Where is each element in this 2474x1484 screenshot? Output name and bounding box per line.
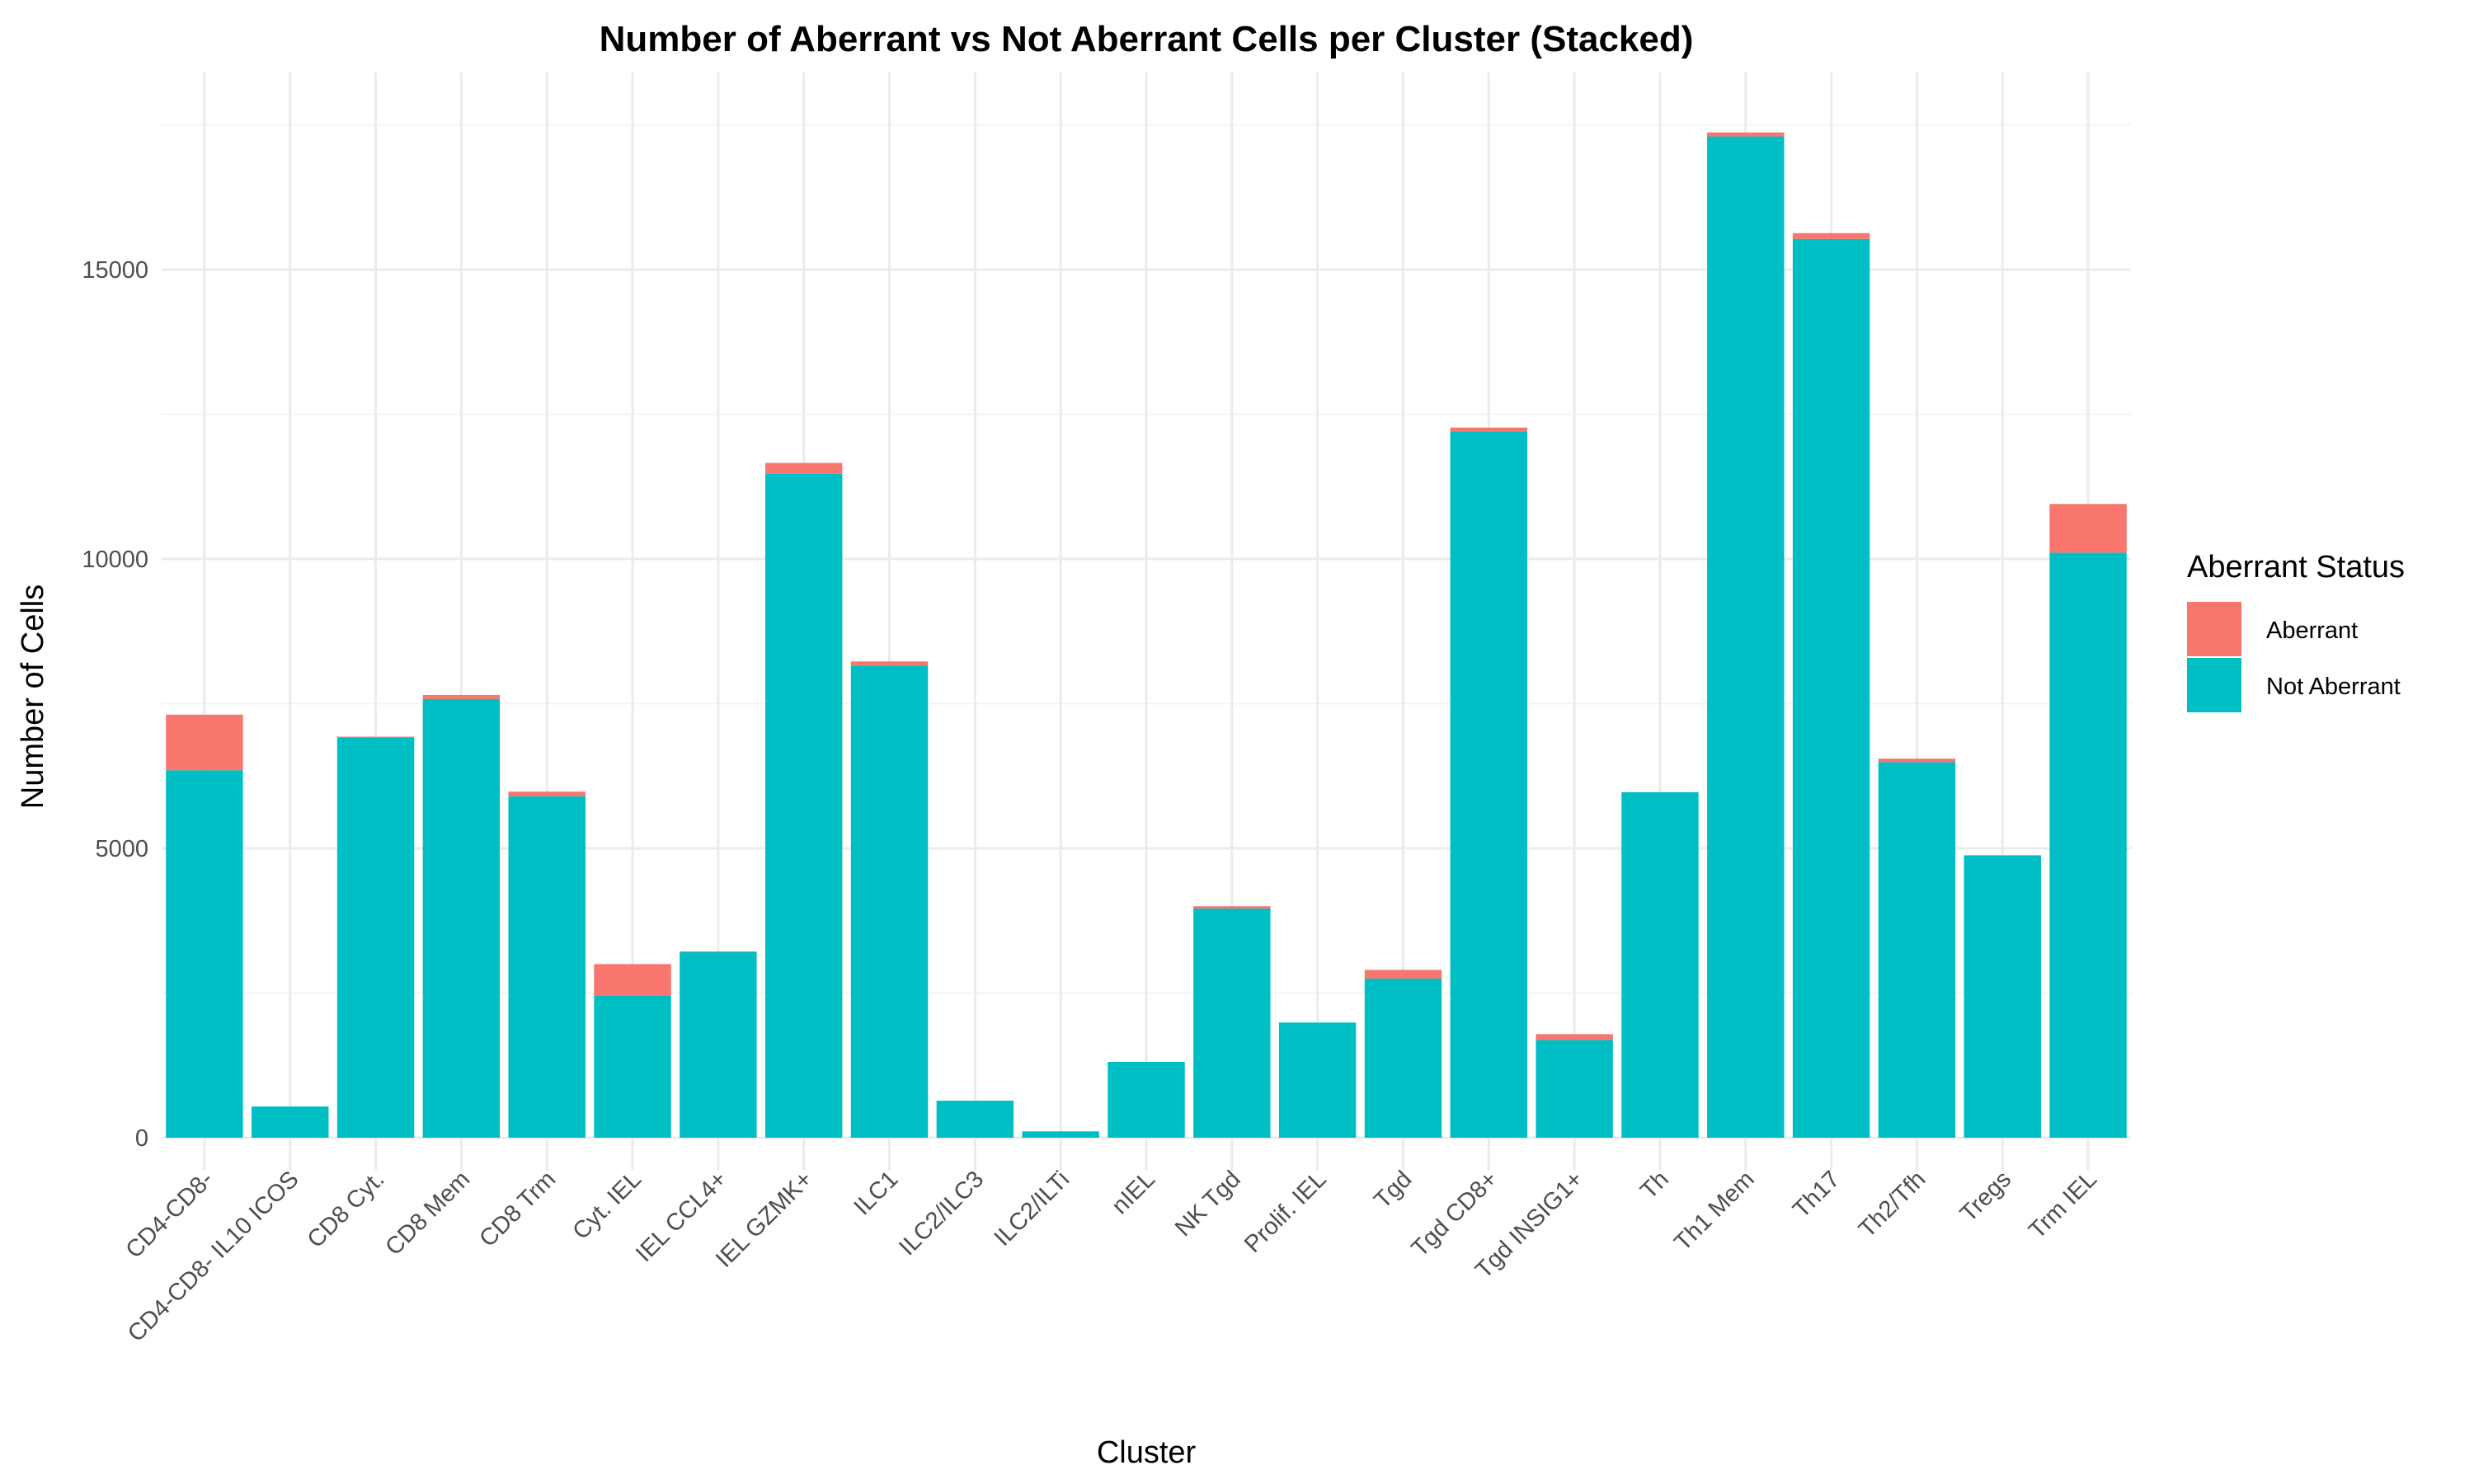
bar-not-aberrant — [1621, 791, 1699, 1138]
x-tick-label: Th1 Mem — [1669, 1166, 1759, 1256]
x-tick-label: Th — [1635, 1166, 1674, 1205]
bar-not-aberrant — [1792, 238, 1870, 1139]
x-tick-label: CD8 Trm — [475, 1166, 562, 1252]
bar-not-aberrant — [1878, 762, 1956, 1138]
bar-aberrant — [1878, 758, 1956, 763]
x-tick-label: ILC1 — [849, 1166, 904, 1220]
bar-aberrant — [680, 951, 757, 952]
bar-not-aberrant — [252, 1106, 329, 1138]
bar-not-aberrant — [764, 473, 843, 1138]
y-tick-label: 5000 — [95, 836, 148, 862]
x-tick-label: Tregs — [1955, 1166, 2016, 1227]
bar-aberrant — [508, 791, 586, 796]
bar-not-aberrant — [1193, 909, 1271, 1138]
legend-title: Aberrant Status — [2187, 550, 2405, 585]
x-tick-label: CD4-CD8- IL10 ICOS — [123, 1166, 304, 1347]
x-tick-label: CD8 Cyt. — [303, 1166, 390, 1253]
bar-not-aberrant — [166, 770, 243, 1138]
legend-label: Not Aberrant — [2266, 674, 2401, 700]
bar-aberrant — [764, 463, 843, 474]
y-tick-label: 0 — [135, 1125, 148, 1152]
bar-aberrant — [1364, 970, 1442, 979]
x-tick-label: Tgd — [1369, 1166, 1417, 1214]
bar-aberrant — [166, 714, 243, 771]
bar-not-aberrant — [1108, 1062, 1185, 1138]
bar-aberrant — [594, 964, 671, 997]
bar-not-aberrant — [680, 951, 757, 1138]
bar-not-aberrant — [508, 796, 586, 1138]
x-tick-label: Prolif. IEL — [1239, 1166, 1332, 1258]
x-tick-label: ILC2/ILTi — [990, 1166, 1075, 1252]
x-tick-label: nIEL — [1107, 1166, 1160, 1219]
bar-not-aberrant — [1707, 136, 1785, 1138]
bar-not-aberrant — [1536, 1040, 1613, 1138]
bar-not-aberrant — [1450, 431, 1528, 1138]
legend-key — [2187, 658, 2241, 712]
y-axis: 0 5000 10000 15000 — [82, 257, 148, 1152]
bar-not-aberrant — [1964, 855, 2041, 1138]
bar-aberrant — [336, 736, 415, 738]
bar-not-aberrant — [936, 1101, 1014, 1138]
x-tick-label: Trm IEL — [2024, 1166, 2102, 1244]
bar-aberrant — [1450, 427, 1528, 432]
x-tick-label: Th17 — [1788, 1166, 1845, 1223]
y-axis-title: Number of Cells — [16, 585, 50, 809]
bar-aberrant — [422, 694, 501, 699]
bar-not-aberrant — [422, 698, 501, 1138]
bar-not-aberrant — [336, 737, 415, 1138]
y-tick-label: 10000 — [82, 547, 148, 573]
bar-not-aberrant — [1022, 1131, 1099, 1138]
bar-aberrant — [1792, 232, 1870, 239]
legend-key — [2187, 602, 2241, 656]
bar-aberrant — [850, 661, 929, 666]
bar-aberrant — [1536, 1034, 1613, 1040]
bar-not-aberrant — [594, 996, 671, 1138]
legend-label: Aberrant — [2266, 618, 2358, 644]
x-tick-label: NK Tgd — [1170, 1166, 1246, 1242]
bar-not-aberrant — [2049, 552, 2127, 1138]
bar-aberrant — [1193, 906, 1271, 909]
legend: Aberrant Status Aberrant Not Aberrant — [2187, 550, 2405, 712]
chart-title: Number of Aberrant vs Not Aberrant Cells… — [600, 19, 1694, 59]
bars — [166, 132, 2127, 1139]
x-tick-label: Th2/Tfh — [1854, 1166, 1931, 1242]
bar-aberrant — [1707, 132, 1785, 137]
x-tick-label: CD8 Mem — [380, 1166, 475, 1261]
bar-not-aberrant — [850, 665, 929, 1138]
bar-aberrant — [2049, 504, 2127, 553]
bar-not-aberrant — [1278, 1022, 1357, 1138]
x-axis-title: Cluster — [1097, 1435, 1197, 1470]
y-tick-label: 15000 — [82, 257, 148, 284]
x-tick-label: ILC2/ILC3 — [894, 1166, 989, 1261]
x-tick-label: Cyt. IEL — [567, 1166, 647, 1245]
bar-not-aberrant — [1364, 978, 1442, 1138]
